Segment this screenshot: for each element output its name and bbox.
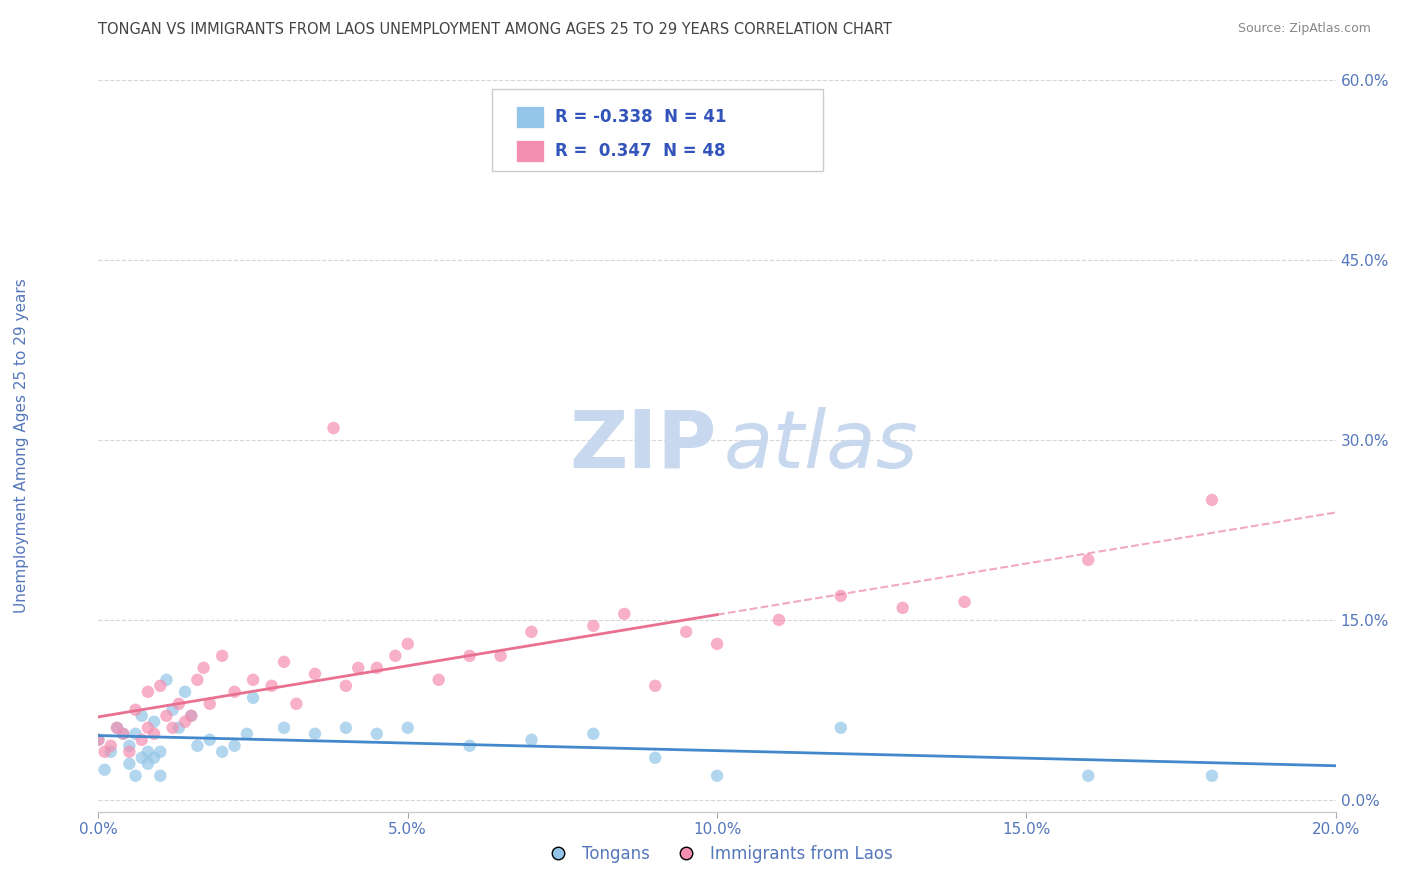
Point [242, 673, 264, 687]
Point [242, 690, 264, 705]
Legend: Tongans, Immigrants from Laos: Tongans, Immigrants from Laos [536, 838, 898, 869]
Point [224, 685, 246, 699]
Point [124, 727, 146, 741]
Point [186, 673, 208, 687]
Point [260, 679, 283, 693]
Point [162, 703, 184, 717]
Point [366, 661, 388, 675]
Point [1201, 769, 1223, 783]
Text: ZIP: ZIP [569, 407, 717, 485]
Point [167, 721, 190, 735]
Point [458, 739, 481, 753]
Point [273, 655, 295, 669]
Point [830, 721, 852, 735]
Text: Source: ZipAtlas.com: Source: ZipAtlas.com [1237, 22, 1371, 36]
Point [644, 679, 666, 693]
Point [1077, 769, 1099, 783]
Point [520, 624, 543, 639]
Point [396, 637, 419, 651]
Point [198, 697, 221, 711]
Point [520, 732, 543, 747]
Point [112, 727, 135, 741]
Point [136, 721, 159, 735]
Point [124, 703, 146, 717]
Point [582, 727, 605, 741]
Point [155, 673, 177, 687]
Point [174, 714, 197, 729]
Point [136, 745, 159, 759]
Point [131, 732, 153, 747]
Text: R =  0.347  N = 48: R = 0.347 N = 48 [555, 142, 725, 161]
Point [143, 714, 166, 729]
Point [143, 727, 166, 741]
Point [891, 600, 914, 615]
Point [87, 732, 110, 747]
Point [1201, 492, 1223, 507]
Point [100, 739, 122, 753]
Point [489, 648, 512, 663]
Point [582, 619, 605, 633]
Point [675, 624, 697, 639]
Point [174, 685, 197, 699]
Text: atlas: atlas [723, 407, 918, 485]
Point [347, 661, 370, 675]
Point [167, 697, 190, 711]
Point [335, 721, 357, 735]
Point [112, 727, 135, 741]
Point [193, 661, 215, 675]
Point [149, 745, 172, 759]
Point [366, 727, 388, 741]
Point [136, 685, 159, 699]
Point [186, 739, 208, 753]
Point [131, 751, 153, 765]
Point [136, 756, 159, 771]
Text: TONGAN VS IMMIGRANTS FROM LAOS UNEMPLOYMENT AMONG AGES 25 TO 29 YEARS CORRELATIO: TONGAN VS IMMIGRANTS FROM LAOS UNEMPLOYM… [98, 22, 893, 37]
Point [93, 763, 115, 777]
Point [118, 745, 141, 759]
Point [644, 751, 666, 765]
Point [224, 739, 246, 753]
Point [198, 732, 221, 747]
Point [706, 637, 728, 651]
Point [304, 727, 326, 741]
Point [118, 756, 141, 771]
Point [93, 745, 115, 759]
Point [706, 769, 728, 783]
Point [149, 679, 172, 693]
Point [105, 721, 128, 735]
Point [124, 769, 146, 783]
Point [953, 595, 976, 609]
Point [304, 666, 326, 681]
Point [273, 721, 295, 735]
Point [162, 721, 184, 735]
Point [613, 607, 636, 621]
Point [458, 648, 481, 663]
Point [396, 721, 419, 735]
Text: Unemployment Among Ages 25 to 29 years: Unemployment Among Ages 25 to 29 years [14, 278, 28, 614]
Point [149, 769, 172, 783]
Point [768, 613, 790, 627]
Point [322, 421, 344, 435]
Point [285, 697, 308, 711]
Text: R = -0.338  N = 41: R = -0.338 N = 41 [555, 108, 727, 127]
Point [143, 751, 166, 765]
Point [180, 708, 202, 723]
Point [830, 589, 852, 603]
Point [211, 648, 233, 663]
Point [87, 732, 110, 747]
Point [384, 648, 406, 663]
Point [155, 708, 177, 723]
Point [105, 721, 128, 735]
Point [236, 727, 259, 741]
Point [131, 708, 153, 723]
Point [180, 708, 202, 723]
Point [211, 745, 233, 759]
Point [427, 673, 450, 687]
Point [118, 739, 141, 753]
Point [335, 679, 357, 693]
Point [1077, 553, 1099, 567]
Point [100, 745, 122, 759]
